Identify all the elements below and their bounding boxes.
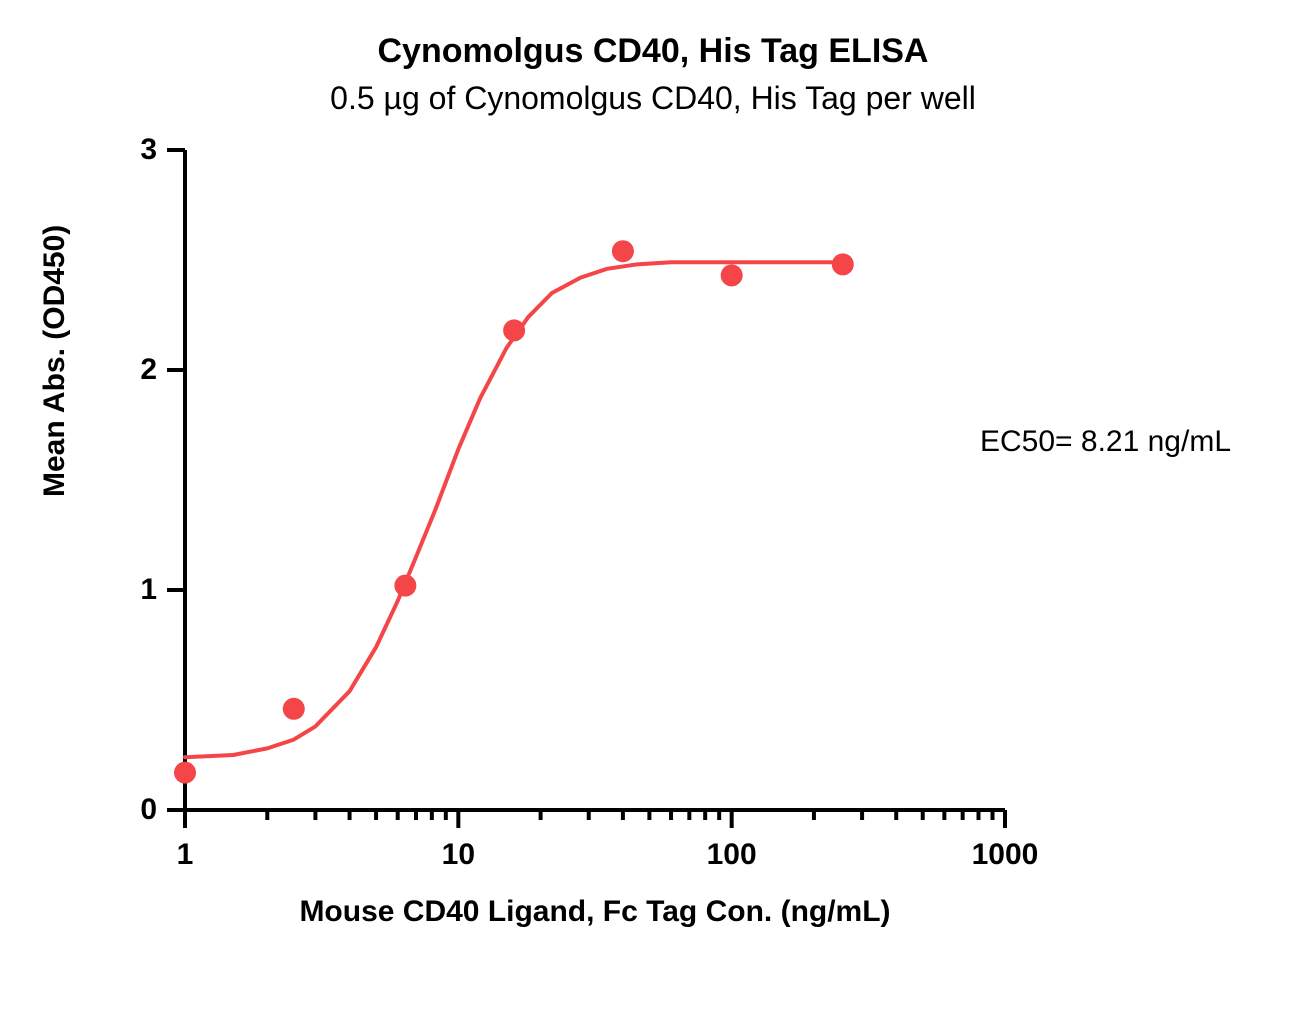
y-tick-label: 2: [112, 353, 157, 387]
y-tick-label: 1: [112, 573, 157, 607]
data-point: [503, 319, 525, 341]
chart-title-sub: 0.5 µg of Cynomolgus CD40, His Tag per w…: [0, 80, 1306, 117]
data-point: [832, 253, 854, 275]
data-point: [721, 264, 743, 286]
ec50-annotation: EC50= 8.21 ng/mL: [980, 425, 1231, 459]
data-point: [174, 762, 196, 784]
x-axis-label: Mouse CD40 Ligand, Fc Tag Con. (ng/mL): [185, 895, 1005, 929]
x-tick-label: 1000: [955, 838, 1055, 872]
data-point: [612, 240, 634, 262]
x-tick-label: 10: [408, 838, 508, 872]
y-axis-label: Mean Abs. (OD450): [38, 457, 72, 497]
y-tick-label: 0: [112, 793, 157, 827]
data-point: [394, 575, 416, 597]
data-point: [283, 698, 305, 720]
y-tick-label: 3: [112, 133, 157, 167]
plot-area: [185, 150, 1005, 810]
chart-title-main: Cynomolgus CD40, His Tag ELISA: [0, 32, 1306, 71]
x-tick-label: 100: [682, 838, 782, 872]
x-tick-label: 1: [135, 838, 235, 872]
plot-svg: [185, 150, 1005, 810]
elisa-chart: Cynomolgus CD40, His Tag ELISA 0.5 µg of…: [0, 0, 1306, 1032]
